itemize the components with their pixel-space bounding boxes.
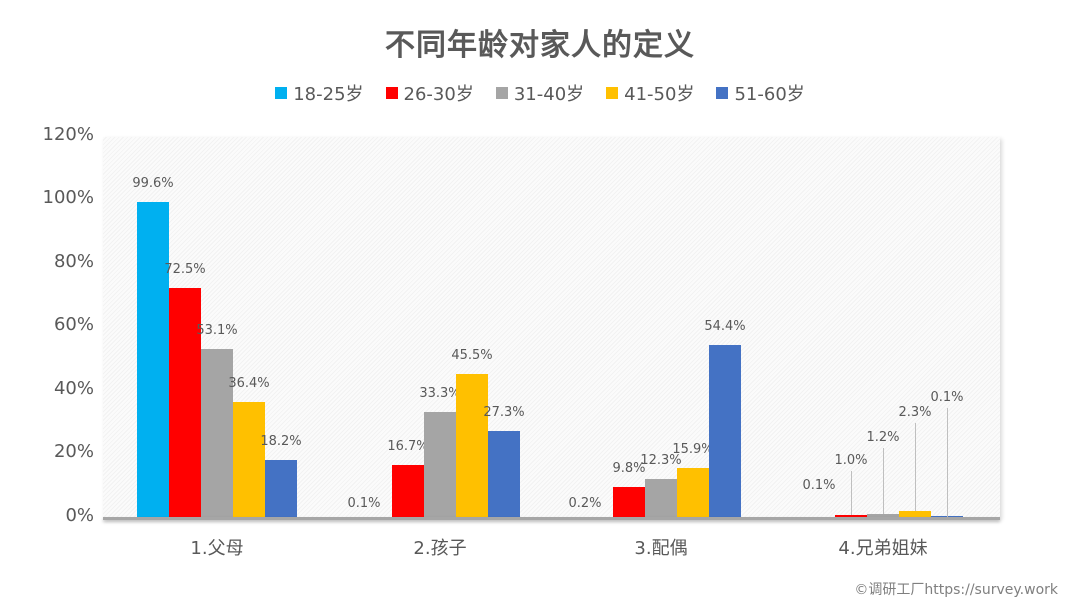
x-label-parents: 1.父母 xyxy=(190,538,244,559)
bar xyxy=(645,478,677,518)
y-tick: 80% xyxy=(53,251,94,272)
data-label: 0.1% xyxy=(802,478,836,493)
bar xyxy=(613,486,645,518)
bar xyxy=(456,373,488,518)
x-label-spouse: 3.配偶 xyxy=(634,538,688,559)
y-tick: 0% xyxy=(65,505,94,526)
legend-item-31-40: 31-40岁 xyxy=(495,80,585,106)
data-label: 15.9% xyxy=(672,441,714,457)
legend-swatch-icon xyxy=(275,87,288,99)
y-tick: 40% xyxy=(53,378,94,399)
data-label: 53.1% xyxy=(196,323,238,339)
bar xyxy=(488,431,520,518)
bars-layer: 99.6% 72.5% 16.7% 9.8% 1.0% 53.1% 33.3% 12.3% 1.… xyxy=(103,137,1000,518)
bar xyxy=(137,201,169,518)
leader-line xyxy=(851,470,852,515)
legend-swatch-icon xyxy=(495,87,508,99)
legend-label: 31-40岁 xyxy=(513,84,585,105)
data-label: 33.3% xyxy=(419,386,461,402)
legend-label: 26-30岁 xyxy=(403,84,474,105)
bar xyxy=(867,514,899,518)
data-label: 1.0% xyxy=(834,452,868,468)
data-label: 54.4% xyxy=(704,319,746,335)
chart-title: 不同年龄对家人的定义 xyxy=(385,28,695,63)
data-label: 16.7% xyxy=(387,438,429,454)
legend-label: 41-50岁 xyxy=(624,84,695,105)
bar xyxy=(835,514,867,518)
bar xyxy=(392,464,424,518)
data-label: 12.3% xyxy=(640,452,682,468)
leader-line xyxy=(915,422,916,511)
leader-line xyxy=(883,448,884,515)
bar xyxy=(201,349,233,518)
x-label-children: 2.孩子 xyxy=(413,538,467,559)
x-label-siblings: 4.兄弟姐妹 xyxy=(838,538,928,559)
legend-item-26-30: 26-30岁 xyxy=(385,80,474,106)
data-label: 99.6% xyxy=(132,175,174,191)
data-label: 45.5% xyxy=(451,347,493,363)
y-tick: 120% xyxy=(42,124,94,145)
bar xyxy=(709,345,741,518)
y-tick: 20% xyxy=(53,441,94,462)
legend-label: 18-25岁 xyxy=(293,84,364,105)
data-label: 18.2% xyxy=(260,434,302,450)
bar xyxy=(169,287,201,518)
legend-item-18-25: 18-25岁 xyxy=(275,80,364,106)
data-label: 2.3% xyxy=(898,404,932,420)
legend-item-41-50: 41-50岁 xyxy=(606,80,694,106)
legend-item-51-60: 51-60岁 xyxy=(716,80,805,106)
leader-line xyxy=(947,407,948,518)
data-label: 0.1% xyxy=(347,496,381,511)
bar xyxy=(233,402,265,518)
bar xyxy=(677,467,709,518)
legend-swatch-icon xyxy=(385,87,398,99)
data-label: 0.1% xyxy=(930,389,964,405)
x-axis-line xyxy=(103,517,1000,520)
credit-watermark: ©调研工厂https://survey.work xyxy=(854,582,1058,598)
data-label: 9.8% xyxy=(612,460,646,476)
data-label: 0.2% xyxy=(568,496,602,511)
y-tick: 60% xyxy=(53,314,94,335)
y-tick: 100% xyxy=(42,187,94,208)
bar xyxy=(899,510,931,518)
bar xyxy=(265,460,297,518)
data-label: 36.4% xyxy=(228,376,270,392)
bar xyxy=(424,412,456,518)
legend-swatch-icon xyxy=(606,87,619,99)
data-label: 27.3% xyxy=(483,405,525,421)
legend-swatch-icon xyxy=(716,87,729,99)
data-label: 72.5% xyxy=(164,261,206,277)
legend: 18-25岁 26-30岁 31-40岁 41-50岁 51-60岁 xyxy=(0,80,1080,106)
legend-label: 51-60岁 xyxy=(734,84,805,105)
data-label: 1.2% xyxy=(866,430,900,446)
